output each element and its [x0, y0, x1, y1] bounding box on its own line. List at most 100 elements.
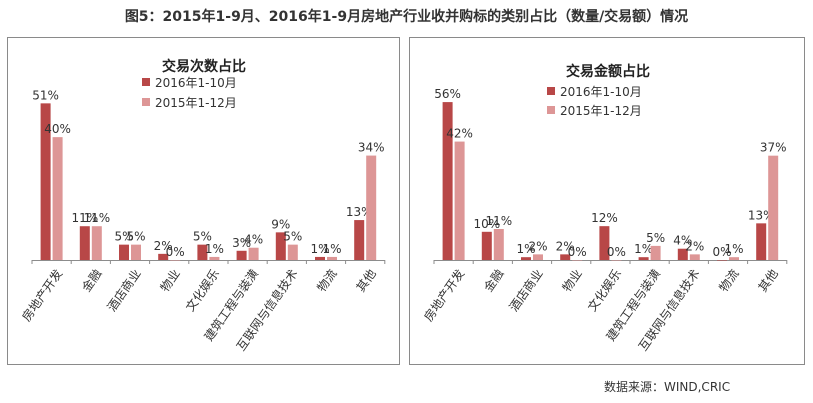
category-label: 酒店商业: [104, 266, 144, 314]
bar-2016: [599, 226, 610, 260]
bar-2016: [481, 231, 492, 260]
bar-2015: [729, 257, 739, 260]
bar-2016: [40, 103, 51, 260]
data-label: 37%: [760, 141, 787, 155]
bar-2016: [560, 254, 571, 260]
data-label: 12%: [591, 211, 618, 225]
bar-2015: [611, 260, 622, 261]
data-label: 11%: [83, 211, 110, 225]
data-label: 5%: [193, 230, 212, 244]
data-label: 2%: [556, 239, 575, 253]
data-label: 3%: [232, 236, 251, 250]
bar-2015: [768, 155, 779, 260]
legend-label-2015: 2015年1-12月: [155, 96, 237, 110]
bar-2015: [209, 256, 220, 260]
bar-2015: [52, 137, 63, 260]
data-label: 2%: [154, 239, 173, 253]
data-label: 13%: [346, 205, 373, 219]
data-label: 5%: [646, 231, 665, 245]
category-label: 其他: [354, 267, 379, 295]
data-label: 34%: [358, 141, 385, 155]
bar-2016: [236, 250, 247, 260]
data-label: 0%: [712, 245, 731, 259]
data-label: 51%: [32, 88, 59, 102]
bar-2015: [287, 244, 298, 260]
category-label: 金融: [480, 266, 506, 294]
data-label: 4%: [673, 234, 692, 248]
bar-2016: [717, 260, 727, 261]
data-label: 40%: [44, 122, 71, 136]
bar-2015: [454, 141, 465, 260]
data-label: 1%: [322, 242, 341, 256]
legend-swatch-2015: [142, 98, 150, 106]
bar-2016: [119, 244, 129, 260]
data-label: 0%: [607, 245, 626, 259]
bar-2015: [327, 256, 337, 260]
data-label: 13%: [748, 208, 775, 222]
category-label: 物业: [158, 267, 183, 295]
category-label: 其他: [756, 267, 781, 295]
category-label: 金融: [78, 266, 104, 294]
data-label: 1%: [205, 242, 224, 256]
legend-swatch-2016: [142, 78, 150, 86]
data-label: 10%: [473, 217, 500, 231]
category-label: 物业: [560, 267, 585, 295]
legend-swatch-2016: [547, 87, 555, 95]
bar-2015: [650, 245, 661, 260]
data-label: 0%: [568, 245, 587, 259]
chart-transaction-amount: 交易金额占比 2016年1-10月 2015年1-12月 56% 42% 房地产开发 10%…: [409, 37, 805, 365]
legend-label-2016: 2016年1-10月: [155, 76, 237, 90]
data-label: 1%: [634, 242, 653, 256]
data-label: 5%: [126, 230, 145, 244]
figure-title: 图5：2015年1-9月、2016年1-9月房地产行业收并购标的类别占比（数量/…: [124, 9, 689, 25]
bar-2015: [533, 254, 543, 260]
bar-2016: [197, 244, 208, 260]
bar-2015: [248, 247, 259, 260]
data-label: 9%: [271, 217, 290, 231]
chart-svg-transaction-amount: 交易金额占比 2016年1-10月 2015年1-12月 56% 42% 房地产开发 10%…: [421, 63, 788, 353]
bar-2016: [79, 226, 90, 260]
category-label: 物流: [716, 267, 741, 295]
data-label: 5%: [283, 230, 302, 244]
bar-2016: [638, 257, 649, 260]
chart-title: 交易次数占比: [162, 58, 246, 75]
chart-title: 交易金额占比: [566, 63, 650, 80]
data-label: 11%: [485, 214, 512, 228]
data-label: 0%: [166, 245, 185, 259]
data-label: 42%: [446, 127, 473, 141]
bar-2015: [170, 260, 181, 261]
bar-2016: [677, 248, 688, 260]
bar-2016: [315, 256, 325, 260]
chart-transaction-count: 交易次数占比 2016年1-10月 2015年1-12月 51% 40% 房地产开发 11%…: [7, 37, 400, 365]
bar-2016: [521, 257, 531, 260]
category-label: 酒店商业: [506, 266, 546, 314]
category-label: 文化娱乐: [584, 266, 624, 314]
bar-2016: [158, 253, 169, 260]
category-label: 文化娱乐: [182, 266, 222, 314]
bar-2016: [275, 232, 286, 260]
bar-2016: [756, 223, 767, 260]
legend-swatch-2015: [547, 106, 555, 114]
legend-label-2016: 2016年1-10月: [560, 85, 642, 99]
legend-label-2015: 2015年1-12月: [560, 104, 642, 118]
bar-2016: [354, 220, 365, 260]
bar-2015: [366, 155, 377, 260]
data-label: 2%: [528, 239, 547, 253]
data-label: 4%: [244, 233, 263, 247]
bar-2015: [493, 228, 504, 260]
data-label: 1%: [724, 242, 743, 256]
data-label: 1%: [310, 242, 329, 256]
bar-2016: [442, 102, 453, 260]
data-label: 1%: [516, 242, 535, 256]
category-label: 房地产开发: [421, 266, 468, 324]
data-label: 11%: [71, 211, 98, 225]
bar-2015: [91, 226, 102, 260]
bar-2015: [131, 244, 141, 260]
data-label: 5%: [114, 230, 133, 244]
data-label: 56%: [434, 87, 461, 101]
category-label: 物流: [314, 267, 339, 295]
bar-2015: [689, 254, 700, 260]
data-label: 2%: [685, 239, 704, 253]
source-note: 数据来源：WIND,CRIC: [604, 380, 731, 394]
